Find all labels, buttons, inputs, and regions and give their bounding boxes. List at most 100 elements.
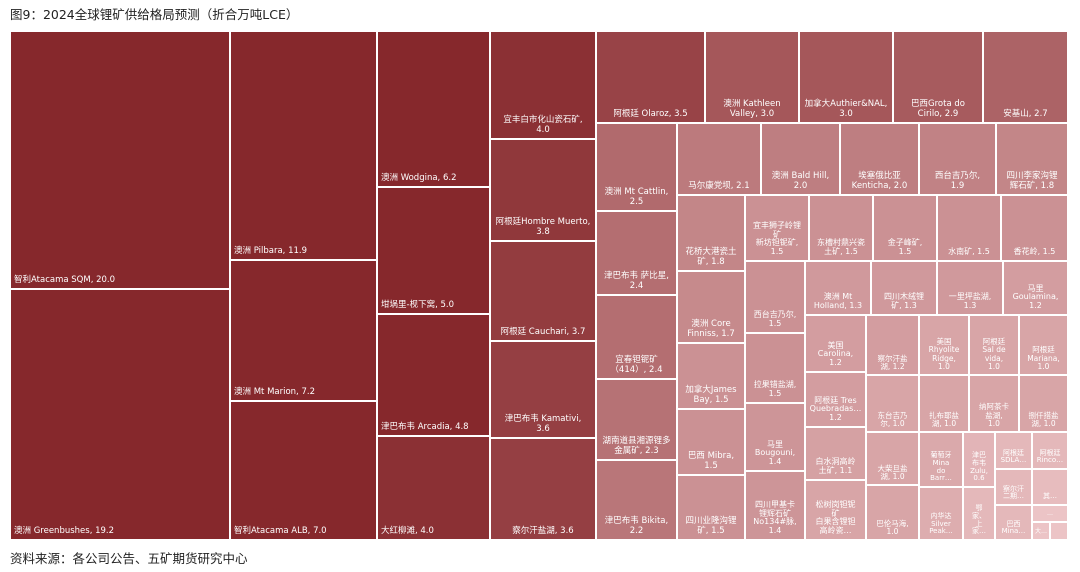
treemap-cell-label: 花桥大港瓷土 矿, 1.8 <box>685 247 737 267</box>
treemap-cell: 阿根廷Hombre Muerto, 3.8 <box>490 139 596 241</box>
treemap-cell: 巴伦马海, 1.0 <box>866 485 919 540</box>
treemap-cell-label: 津巴布韦 Arcadia, 4.8 <box>381 421 469 432</box>
treemap-cell: 坩埚里-枧下窝, 5.0 <box>377 187 490 314</box>
treemap-cell: 鄂 家、 上 家… <box>963 487 995 540</box>
treemap-cell-label: 白水洞高岭 土矿, 1.1 <box>815 457 856 476</box>
treemap-cell-label: 拉果错盐湖, 1.5 <box>753 380 797 399</box>
treemap-cell: 津巴布韦 Bikita, 2.2 <box>596 460 677 540</box>
treemap-cell: 白水洞高岭 土矿, 1.1 <box>805 427 866 480</box>
treemap-cell: 大红柳滩, 4.0 <box>377 436 490 540</box>
treemap-cell: 澳洲 Bald Hill, 2.0 <box>761 123 840 195</box>
treemap-cell: 加拿大James Bay, 1.5 <box>677 343 745 409</box>
treemap-cell-label: 香花岭, 1.5 <box>1013 247 1056 257</box>
treemap-cell: 金子峰矿, 1.5 <box>873 195 937 261</box>
treemap-cell-label: 宜春钽铌矿 （414）, 2.4 <box>610 355 663 375</box>
treemap-cell-label: 大… <box>1035 528 1048 536</box>
treemap-cell: 阿根廷 SDLA… <box>995 432 1032 469</box>
treemap-cell: 扎布耶盐 湖, 1.0 <box>919 375 969 432</box>
treemap-cell: 捌仟措盐 湖, 1.0 <box>1019 375 1068 432</box>
treemap-cell-label: 松树岗钽铌 矿 白果含锂钽 高岭瓷… <box>815 499 856 536</box>
treemap-cell-label: 坩埚里-枧下窝, 5.0 <box>381 299 454 310</box>
treemap-cell: 花桥大港瓷土 矿, 1.8 <box>677 195 745 271</box>
treemap-cell-label: 马尔康党坝, 2.1 <box>688 180 750 191</box>
treemap-cell-label: 加拿大Authier&NAL, 3.0 <box>804 99 888 119</box>
treemap-cell-label: 大红柳滩, 4.0 <box>381 525 434 536</box>
treemap-cell: 阿根廷 Tres Quebradas… 1.2 <box>805 372 866 427</box>
treemap-cell: 四川木绒锂 矿, 1.3 <box>871 261 937 315</box>
treemap-cell-label: 四川木绒锂 矿, 1.3 <box>884 292 924 311</box>
treemap-cell: 埃塞俄比亚 Kenticha, 2.0 <box>840 123 919 195</box>
treemap-cell: 四川李家沟锂 辉石矿, 1.8 <box>996 123 1068 195</box>
treemap-cell: 津巴布韦 萨比星, 2.4 <box>596 211 677 295</box>
treemap-cell: 水南矿, 1.5 <box>937 195 1001 261</box>
treemap-cell: 澳洲 Wodgina, 6.2 <box>377 31 490 187</box>
chart-title: 图9：2024全球锂矿供给格局预测（折合万吨LCE） <box>10 7 299 22</box>
treemap-cell-label: 纳阿茶卡 盐湖, 1.0 <box>979 402 1009 428</box>
treemap-cell: 阿根廷 Rinco… <box>1032 432 1068 469</box>
treemap-cell: 东槽村鼎兴瓷 土矿, 1.5 <box>809 195 873 261</box>
treemap-cell-label: 阿根廷Hombre Muerto, 3.8 <box>495 217 591 237</box>
treemap-cell: 东台吉乃 尔, 1.0 <box>866 375 919 432</box>
treemap-cell-label: 智利Atacama ALB, 7.0 <box>234 525 327 536</box>
treemap-cell-label: 一里坪盐湖, 1.3 <box>948 292 992 311</box>
treemap-cell: 智利Atacama ALB, 7.0 <box>230 401 377 540</box>
treemap-cell: 澳洲 Greenbushes, 19.2 <box>10 289 230 540</box>
treemap-cell: 察尔汗盐 湖, 1.2 <box>866 315 919 375</box>
treemap-cell-label: 巴伦马海, 1.0 <box>876 518 909 536</box>
chart-source: 资料来源：各公司公告、五矿期货研究中心 <box>10 551 248 566</box>
treemap-cell: 安基山, 2.7 <box>983 31 1068 123</box>
treemap-cell: 西台吉乃尔, 1.9 <box>919 123 996 195</box>
treemap-cell-label: 巴西 Mibra, 1.5 <box>687 451 735 471</box>
treemap-cell-label: 澳洲 Bald Hill, 2.0 <box>771 171 830 191</box>
treemap-cell-label: 津巴布韦 萨比星, 2.4 <box>604 271 669 291</box>
treemap-cell: 阿根廷 Cauchari, 3.7 <box>490 241 596 341</box>
treemap-chart: 智利Atacama SQM, 20.0 澳洲 Greenbushes, 19.2 澳… <box>10 31 1068 540</box>
treemap-cell-label: 巴西 Mina… <box>1001 519 1026 536</box>
treemap-cell-label: 阿根廷 Mariana, 1.0 <box>1027 345 1060 371</box>
treemap-cell: 津巴布韦 Arcadia, 4.8 <box>377 314 490 436</box>
treemap-cell: 宜春钽铌矿 （414）, 2.4 <box>596 295 677 379</box>
treemap-cell: 西台吉乃尔, 1.5 <box>745 261 805 333</box>
treemap-cell: 松树岗钽铌 矿 白果含锂钽 高岭瓷… <box>805 480 866 540</box>
treemap-cell: 澳洲 Mt Cattlin, 2.5 <box>596 123 677 211</box>
treemap-cell-label: 巴西Grota do Cirilo, 2.9 <box>911 99 965 119</box>
treemap-cell-label: 宜丰狮子岭锂 矿 新坊钽铌矿, 1.5 <box>753 220 801 257</box>
treemap-cell-label: 澳洲 Mt Marion, 7.2 <box>234 386 315 397</box>
treemap-cell-label: 津巴布韦 Bikita, 2.2 <box>604 516 669 536</box>
treemap-cell-label: 美国 Rhyolite Ridge, 1.0 <box>928 337 960 371</box>
treemap-cell-label: 智利Atacama SQM, 20.0 <box>14 274 116 285</box>
treemap-cell: 巴西Grota do Cirilo, 2.9 <box>893 31 983 123</box>
treemap-cell: 香花岭, 1.5 <box>1001 195 1068 261</box>
treemap-cell-label: 葡萄牙 Mina do Barr… <box>930 451 952 483</box>
treemap-cell: 察尔汗盐湖, 3.6 <box>490 438 596 540</box>
treemap-cell: 宜丰狮子岭锂 矿 新坊钽铌矿, 1.5 <box>745 195 809 261</box>
treemap-cell-label: … <box>1047 510 1053 518</box>
treemap-cell: 其… <box>1032 469 1068 505</box>
treemap-cell-label: 西台吉乃尔, 1.5 <box>753 310 797 329</box>
treemap-cell: 马里 Bougouni, 1.4 <box>745 403 805 471</box>
treemap-cell-label: 埃塞俄比亚 Kenticha, 2.0 <box>851 171 908 191</box>
treemap-cell-label: 大柴旦盐 湖, 1.0 <box>877 463 908 481</box>
treemap-cell <box>1050 522 1068 540</box>
treemap-cell: 一里坪盐湖, 1.3 <box>937 261 1003 315</box>
treemap-cell: 阿根廷 Sal de vida, 1.0 <box>969 315 1019 375</box>
treemap-cell-label: 四川业隆沟锂 矿, 1.5 <box>685 516 737 536</box>
treemap-cell-label: 东台吉乃 尔, 1.0 <box>877 410 908 428</box>
treemap-cell: 内华达 Silver Peak… <box>919 487 963 540</box>
treemap-cell: 四川业隆沟锂 矿, 1.5 <box>677 475 745 540</box>
treemap-cell-label: 美国 Carolina, 1.2 <box>817 340 854 368</box>
treemap-cell-label: 马里 Goulamina, 1.2 <box>1012 283 1059 311</box>
treemap-cell: 津巴布韦 Kamativi, 3.6 <box>490 341 596 438</box>
treemap-cell: 澳洲 Mt Holland, 1.3 <box>805 261 871 315</box>
treemap-cell-label: 马里 Bougouni, 1.4 <box>754 439 796 467</box>
treemap-cell-label: 津巴布韦 Kamativi, 3.6 <box>504 414 582 434</box>
treemap-cell-label: 湖南道县湘源锂多 金属矿, 2.3 <box>602 436 671 456</box>
treemap-cell-label: 阿根廷 Tres Quebradas… 1.2 <box>809 395 862 423</box>
treemap-cell: 澳洲 Mt Marion, 7.2 <box>230 260 377 401</box>
treemap-cell-label: 捌仟措盐 湖, 1.0 <box>1028 410 1059 428</box>
treemap-cell-label: 宜丰白市化山瓷石矿, 4.0 <box>503 115 583 135</box>
treemap-cell: 马尔康党坝, 2.1 <box>677 123 761 195</box>
treemap-cell: 美国 Rhyolite Ridge, 1.0 <box>919 315 969 375</box>
treemap-cell: 大柴旦盐 湖, 1.0 <box>866 432 919 485</box>
treemap-cell-label: 阿根廷 Cauchari, 3.7 <box>500 326 586 337</box>
